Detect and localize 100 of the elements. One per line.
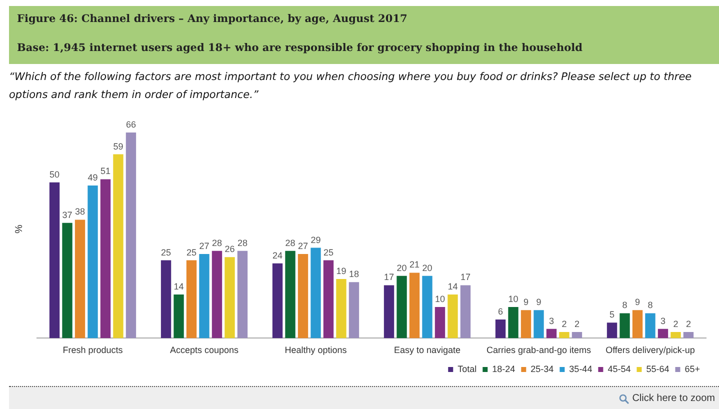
text: “Which of the following factors are most important to you when choosing where you buy food or drinks? Please select up to three options and rank them in order of importance.”	[9, 70, 693, 103]
legend-label: Total	[458, 364, 477, 374]
legend-label: 35-44	[569, 364, 592, 374]
bar	[546, 328, 557, 338]
bar	[396, 276, 407, 338]
data-label: 14	[448, 282, 458, 292]
data-label: 27	[298, 241, 308, 252]
legend-label: 45-54	[608, 364, 631, 374]
data-label: 19	[336, 266, 346, 276]
data-label: 8	[648, 300, 653, 310]
bar	[384, 285, 394, 338]
bar	[658, 328, 668, 338]
x-tick-label: Easy to navigate	[394, 345, 461, 356]
bar	[272, 263, 283, 338]
bar	[49, 182, 60, 338]
bar	[422, 276, 432, 338]
data-label: 24	[272, 250, 283, 260]
bar	[632, 310, 643, 338]
bar	[298, 254, 308, 338]
bar	[559, 332, 570, 338]
x-tick-label: Accepts coupons	[170, 345, 240, 356]
legend-label: 25-34	[530, 364, 554, 374]
bar	[199, 254, 210, 338]
data-label: 10	[434, 294, 445, 304]
bar	[670, 332, 681, 338]
data-label: 37	[62, 210, 72, 220]
bar	[74, 220, 86, 338]
data-label: 21	[410, 260, 420, 270]
data-label: 8	[622, 300, 628, 310]
data-label: 51	[100, 166, 110, 176]
bar	[448, 294, 458, 338]
data-label: 10	[508, 294, 518, 304]
bar	[348, 282, 360, 338]
bar	[113, 154, 124, 338]
data-label: 59	[113, 141, 124, 152]
data-label: 66	[126, 119, 136, 130]
x-tick-label: Carries grab-and-go items	[486, 345, 592, 356]
bar	[572, 332, 582, 338]
data-label: 28	[285, 238, 296, 248]
data-label: 9	[635, 297, 640, 308]
bar	[336, 278, 346, 338]
data-label: 27	[199, 241, 210, 252]
data-label: 2	[686, 318, 691, 329]
y-axis-title: %	[14, 224, 25, 234]
bar	[620, 313, 630, 338]
data-label: 49	[88, 172, 98, 182]
x-tick-label: Offers delivery/pick-up	[606, 345, 695, 356]
data-label: 18	[348, 269, 359, 280]
bar	[508, 307, 518, 338]
bar	[534, 310, 544, 338]
data-label: 9	[524, 297, 529, 308]
legend-label: 65+	[684, 364, 700, 374]
data-label: 17	[460, 272, 470, 282]
bar	[62, 222, 72, 338]
data-label: 25	[161, 247, 172, 258]
bar	[434, 307, 446, 338]
data-label: 25	[186, 247, 197, 258]
bar	[409, 272, 420, 338]
bar	[683, 332, 694, 338]
chart-title: Figure 46: Channel drivers – Any importance, by age, August 2017	[17, 13, 408, 25]
bar	[212, 250, 222, 338]
x-tick-label: Healthy options	[284, 345, 348, 356]
data-label: 28	[212, 238, 222, 248]
data-label: 2	[673, 318, 678, 329]
bar	[174, 294, 184, 338]
data-label: 6	[498, 306, 504, 316]
data-label: 25	[323, 247, 334, 258]
data-label: 3	[660, 316, 666, 326]
data-label: 29	[310, 234, 321, 245]
bar	[237, 250, 248, 338]
data-label: 5	[610, 310, 615, 320]
data-label: 20	[396, 262, 407, 273]
data-label: 50	[50, 169, 60, 180]
text: Click here to zoom	[632, 393, 715, 404]
data-label: 9	[536, 297, 542, 308]
bar	[606, 322, 618, 338]
bar	[520, 310, 532, 338]
bar	[310, 248, 321, 338]
legend-label: 18-24	[492, 364, 516, 374]
x-tick-label: Fresh products	[62, 345, 124, 356]
bar	[160, 260, 172, 338]
bar	[460, 285, 471, 338]
data-label: 38	[75, 206, 86, 217]
data-label: 17	[384, 272, 394, 282]
data-label: 2	[562, 318, 567, 329]
data-label: 14	[174, 282, 184, 292]
data-label: 3	[548, 316, 554, 326]
bar	[495, 319, 506, 338]
data-label: 26	[224, 244, 235, 254]
data-label: 28	[237, 238, 248, 248]
bar	[285, 250, 296, 338]
bar	[186, 260, 197, 338]
legend-label: 55-64	[646, 364, 670, 374]
bar	[88, 185, 98, 338]
chart-subtitle: Base: 1,945 internet users aged 18+ who are responsible for grocery shopping in the household	[17, 42, 582, 54]
bar	[645, 313, 656, 338]
data-label: 20	[422, 262, 432, 273]
bar	[100, 179, 111, 338]
bar	[323, 260, 334, 338]
bar	[224, 257, 235, 338]
